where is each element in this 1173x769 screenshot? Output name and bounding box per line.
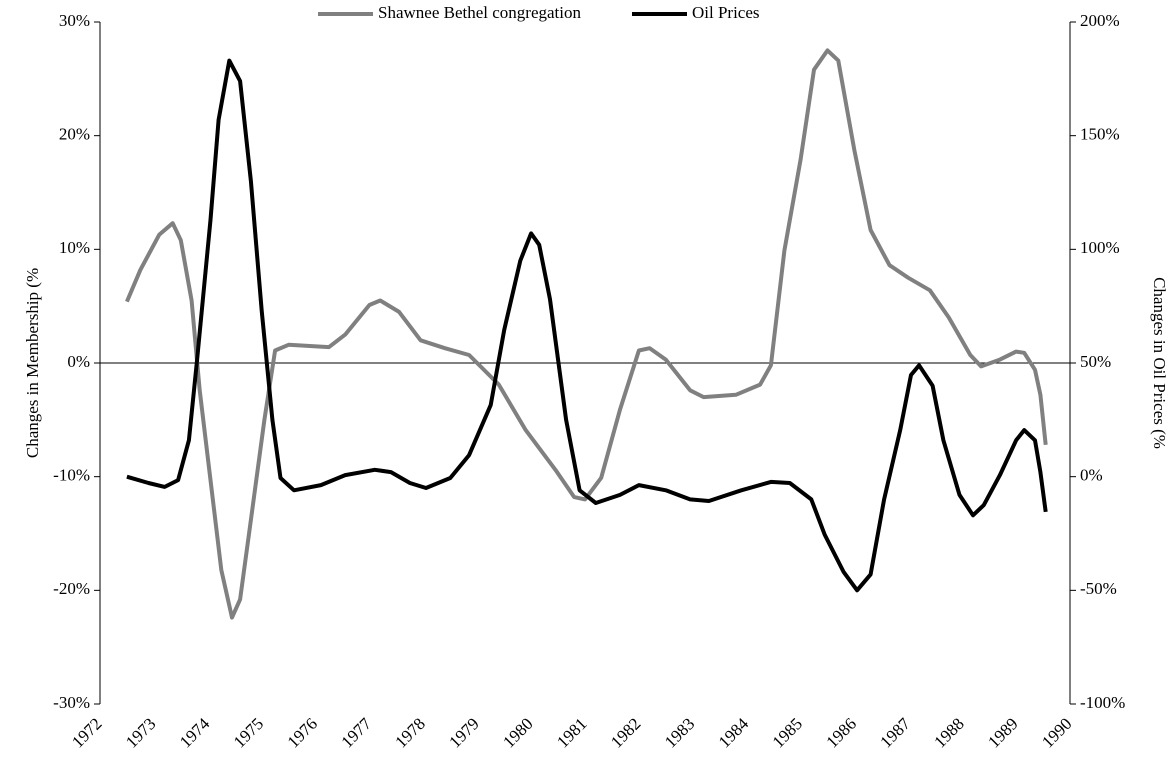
y2-tick-label: 50% [1080, 352, 1111, 371]
x-tick-label: 1972 [68, 714, 105, 751]
x-tick-label: 1985 [769, 714, 806, 751]
y-tick-label: -30% [53, 693, 90, 712]
x-tick-label: 1983 [661, 714, 698, 751]
x-tick-label: 1979 [445, 714, 482, 751]
y2-tick-label: -100% [1080, 693, 1125, 712]
x-tick-label: 1975 [230, 714, 267, 751]
x-tick-label: 1981 [553, 714, 590, 751]
x-tick-label: 1978 [391, 714, 428, 751]
line-series [126, 58, 1048, 593]
x-tick-label: 1984 [715, 714, 753, 752]
x-tick-label: 1986 [823, 714, 860, 751]
legend-label: Oil Prices [692, 3, 760, 22]
x-tick-label: 1989 [984, 714, 1021, 751]
x-tick-label: 1987 [876, 714, 914, 752]
y-tick-label: 30% [59, 11, 90, 30]
y-tick-label: 20% [59, 125, 90, 144]
line-series [125, 48, 1048, 620]
x-tick-label: 1977 [338, 714, 376, 752]
x-tick-label: 1990 [1038, 714, 1075, 751]
y2-tick-label: 200% [1080, 11, 1120, 30]
y2-axis-label: Changes in Oil Prices (% [1150, 277, 1169, 449]
y-tick-label: -10% [53, 466, 90, 485]
y2-tick-label: 0% [1080, 466, 1103, 485]
y-tick-label: 10% [59, 238, 90, 257]
x-tick-label: 1988 [930, 714, 967, 751]
x-tick-label: 1980 [499, 714, 536, 751]
x-tick-label: 1976 [284, 714, 321, 751]
x-tick-label: 1982 [607, 714, 644, 751]
y2-tick-label: 100% [1080, 238, 1120, 257]
y-axis-label: Changes in Membership (% [23, 268, 42, 458]
y2-tick-label: -50% [1080, 579, 1117, 598]
legend-label: Shawnee Bethel congregation [378, 3, 581, 22]
y-tick-label: 0% [67, 352, 90, 371]
x-tick-label: 1974 [176, 714, 214, 752]
y2-tick-label: 150% [1080, 125, 1120, 144]
x-tick-label: 1973 [122, 714, 159, 751]
y-tick-label: -20% [53, 579, 90, 598]
